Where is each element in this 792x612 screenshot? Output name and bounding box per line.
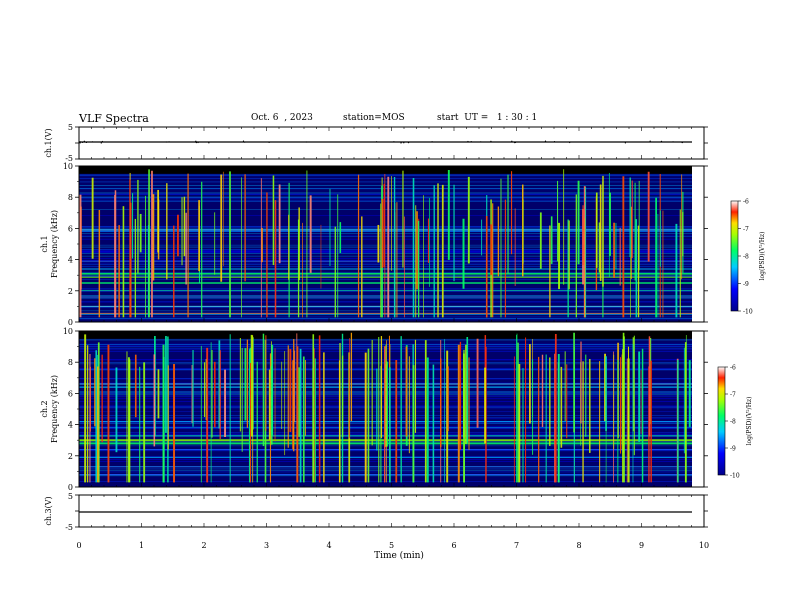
freq-tick-label: 10 <box>63 327 73 336</box>
freq-tick-label: 4 <box>68 421 73 430</box>
ch1-ytick-5: 5 <box>68 123 73 132</box>
ch2-spectrogram-image <box>79 331 692 487</box>
time-tick-label: 5 <box>389 541 394 550</box>
freq-tick-label: 2 <box>68 452 73 461</box>
time-tick-label: 0 <box>76 541 81 550</box>
start-time-label: start UT = 1 : 30 : 1 <box>437 113 538 123</box>
time-tick-label: 6 <box>451 541 456 550</box>
ch1-spectrogram-panel: 0 2 4 6 8 10 ch.1 Frequency (kHz) <box>40 162 708 327</box>
time-axis: 0 1 2 3 4 5 6 7 8 9 10 <box>76 541 709 550</box>
colorbar-tick-label: -8 <box>743 254 749 261</box>
time-tick-label: 7 <box>514 541 519 550</box>
ch2-colorbar-scale <box>717 366 726 476</box>
ch1-colorbar: -6 -7 -8 -9 -10 log(PSD)(V²/Hz) <box>730 199 766 316</box>
freq-tick-label: 0 <box>68 318 73 327</box>
colorbar-tick-label: -10 <box>730 473 740 480</box>
figure-title: VLF Spectra <box>79 112 149 125</box>
freq-tick-label: 2 <box>68 287 73 296</box>
freq-tick-label: 10 <box>63 162 73 171</box>
ch2-ylabel-channel: ch.2 <box>40 400 49 417</box>
time-tick-label: 8 <box>576 541 581 550</box>
colorbar-tick-label: -9 <box>743 281 749 288</box>
freq-tick-label: 8 <box>68 358 73 367</box>
colorbar-tick-label: -10 <box>743 309 753 316</box>
time-tick-label: 2 <box>201 541 206 550</box>
ch1-colorbar-label: log(PSD)(V²/Hz) <box>759 232 766 281</box>
colorbar-tick-label: -9 <box>730 446 736 453</box>
ch1-spectrogram-image <box>79 166 692 322</box>
time-tick-label: 9 <box>639 541 644 550</box>
time-tick-label: 1 <box>139 541 144 550</box>
ch1-colorbar-scale <box>730 200 739 312</box>
ch2-spectrogram-panel: 0 2 4 6 8 10 ch.2 Frequency (kHz) <box>40 327 708 492</box>
ch3-voltage-panel: 5 -5 ch.3(V) <box>44 492 708 532</box>
ch1-ylabel: ch.1(V) <box>44 128 53 157</box>
time-tick-label: 3 <box>264 541 269 550</box>
freq-tick-label: 6 <box>68 224 73 233</box>
ch1-ytick-neg5: -5 <box>65 154 73 163</box>
ch1-ylabel-channel: ch.1 <box>40 235 49 252</box>
ch1-ylabel-frequency: Frequency (kHz) <box>50 210 59 278</box>
date-label: Oct. 6 , 2023 <box>251 113 313 123</box>
colorbar-tick-label: -6 <box>743 199 749 206</box>
ch2-colorbar-label: log(PSD)(V²/Hz) <box>746 397 753 446</box>
freq-tick-label: 4 <box>68 256 73 265</box>
time-axis-label: Time (min) <box>374 550 424 561</box>
ch2-colorbar: -6 -7 -8 -9 -10 log(PSD)(V²/Hz) <box>717 365 753 480</box>
ch1-voltage-panel: 5 -5 ch.1(V) <box>44 123 708 163</box>
freq-tick-label: 8 <box>68 193 73 202</box>
ch3-ytick-5: 5 <box>68 492 73 501</box>
freq-tick-label: 0 <box>68 483 73 492</box>
colorbar-tick-label: -8 <box>730 419 736 426</box>
station-label: station=MOS <box>343 113 405 123</box>
freq-tick-label: 6 <box>68 389 73 398</box>
time-tick-label: 10 <box>699 541 709 550</box>
ch1-voltage-frame <box>78 126 705 160</box>
colorbar-tick-label: -7 <box>743 226 749 233</box>
ch2-ylabel-frequency: Frequency (kHz) <box>50 375 59 443</box>
ch3-voltage-frame <box>78 494 705 528</box>
colorbar-tick-label: -6 <box>730 365 736 372</box>
time-tick-label: 4 <box>326 541 331 550</box>
ch3-ylabel: ch.3(V) <box>44 496 53 525</box>
colorbar-tick-label: -7 <box>730 392 736 399</box>
ch3-ytick-neg5: -5 <box>65 523 73 532</box>
